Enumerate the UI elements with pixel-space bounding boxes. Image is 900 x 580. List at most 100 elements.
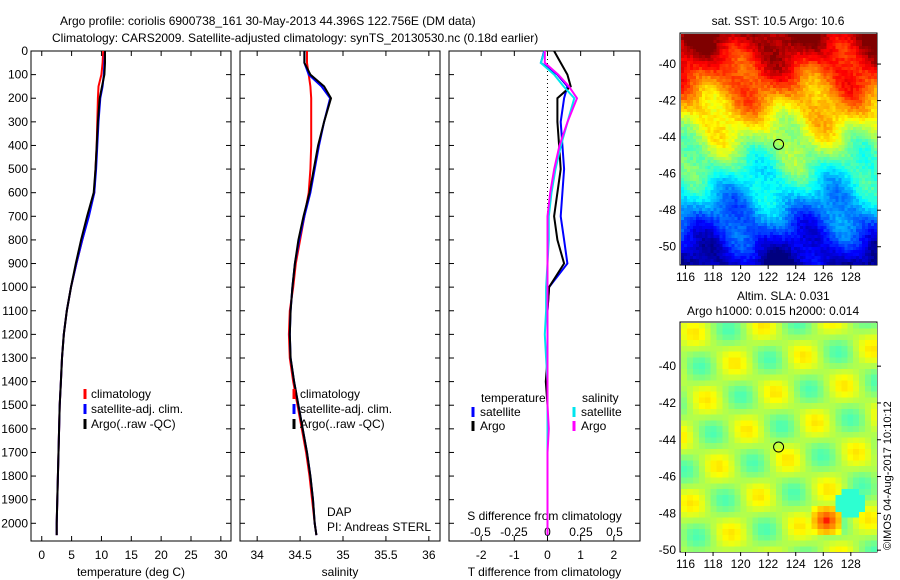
- x-tick-label: -1: [509, 548, 520, 562]
- x-axis-label: salinity: [322, 565, 359, 579]
- sst-map-canvas: [681, 34, 877, 265]
- y-tick-label: -44: [659, 433, 677, 447]
- x-tick-label: 126: [813, 557, 833, 571]
- y-tick-label: -40: [659, 57, 677, 71]
- y-tick-label: 300: [8, 115, 28, 129]
- x-tick-label: 116: [676, 270, 695, 284]
- sla-map-canvas: [681, 323, 877, 552]
- y-tick-label: 1500: [1, 398, 28, 412]
- y-tick-label: -46: [659, 470, 677, 484]
- map-frame: [679, 321, 878, 553]
- y-tick-label: 1900: [1, 493, 28, 507]
- title-line2: Climatology: CARS2009. Satellite-adjuste…: [52, 31, 538, 45]
- y-tick-label: 2000: [1, 516, 28, 530]
- x-tick-label: 0: [544, 548, 551, 562]
- x-tick-label: 122: [758, 270, 778, 284]
- x-tick-label: 118: [703, 557, 722, 571]
- sst-map-panel: sat. SST: 10.5 Argo: 10.6 116 118 120 122 124…: [659, 14, 881, 284]
- legend-label: climatology: [300, 387, 360, 401]
- legend-label: Argo: [480, 419, 506, 433]
- series-line-argo-raw-qc-: [55, 51, 106, 536]
- x-tick-label: 0: [38, 548, 45, 562]
- x-tick-label: 120: [731, 557, 751, 571]
- y-tick-label: 1800: [1, 469, 28, 483]
- legend-label: satellite-adj. clim.: [300, 402, 392, 416]
- annotation-text: PI: Andreas STERL: [327, 520, 431, 534]
- plot-frame: [448, 50, 641, 542]
- x-tick-label: 116: [676, 557, 695, 571]
- map-title-line1: Altim. SLA: 0.031: [737, 289, 830, 303]
- x-tick-label: 34: [250, 548, 264, 562]
- x-tick-label: 2: [610, 548, 617, 562]
- x-tick-label: 128: [841, 270, 861, 284]
- x-tick-label: 122: [758, 557, 778, 571]
- x-tick-label: 126: [813, 270, 833, 284]
- y-tick-label: 400: [8, 138, 28, 152]
- x-tick-label: 128: [841, 557, 861, 571]
- legend-label: climatology: [91, 387, 151, 401]
- y-tick-label: 900: [8, 257, 28, 271]
- x-tick-label: 1: [577, 548, 584, 562]
- y-tick-label: 1400: [1, 375, 28, 389]
- y-tick-label: 100: [8, 68, 28, 82]
- y-tick-label: 1100: [2, 304, 28, 318]
- credit-text: ©IMOS 04-Aug-2017 10:10:12: [882, 401, 894, 550]
- series-line-climatology: [287, 51, 318, 536]
- y-tick-label: -42: [659, 396, 677, 410]
- annotation-text: DAP: [327, 505, 352, 519]
- x-tick-label: 30: [214, 548, 228, 562]
- x-tick-label: 25: [184, 548, 198, 562]
- y-tick-label: -50: [659, 543, 677, 557]
- y-tick-label: 700: [8, 209, 28, 223]
- legend-label: satellite: [480, 405, 521, 419]
- x-tick-label: 35.5: [374, 548, 398, 562]
- plot-frame: [30, 50, 232, 542]
- legend-label: satellite: [581, 405, 622, 419]
- x2-tick-label: 0.25: [569, 525, 593, 539]
- x-axis-label: temperature (deg C): [77, 565, 185, 579]
- temperature-panel: 0 5 10 15 20 25 30 temperature (deg C) 0 100 200 30…: [1, 44, 232, 579]
- map-title: sat. SST: 10.5 Argo: 10.6: [712, 14, 845, 28]
- y-tick-label: 800: [8, 233, 28, 247]
- y-tick-label: 1000: [1, 280, 28, 294]
- legend-label: Argo(..raw -QC): [300, 417, 385, 431]
- x-tick-label: 15: [125, 548, 139, 562]
- y-tick-label: -46: [659, 167, 677, 181]
- legend-header-temperature: temperature: [481, 391, 546, 405]
- x-tick-label: 20: [154, 548, 168, 562]
- y-tick-label: -40: [659, 359, 677, 373]
- x-tick-label: 124: [786, 557, 806, 571]
- y-tick-label: -50: [659, 240, 677, 254]
- y-tick-label: 0: [21, 44, 28, 58]
- x-tick-label: 120: [731, 270, 751, 284]
- legend-header-salinity: salinity: [582, 391, 619, 405]
- y-tick-label: 1700: [1, 445, 28, 459]
- title-line1: Argo profile: coriolis 6900738_161 30-Ma…: [60, 14, 476, 28]
- series-line-t-satellite: [539, 50, 569, 536]
- difference-panel: -2 -1 0 1 2 T difference from climatology -0.5…: [448, 50, 641, 579]
- x-tick-label: 10: [95, 548, 109, 562]
- salinity-panel: 34 34.5 35 35.5 36 salinity climatologysatelli…: [239, 50, 441, 579]
- y-tick-label: 1200: [1, 327, 28, 341]
- x-axis-label: T difference from climatology: [468, 565, 622, 579]
- x-tick-label: 35: [336, 548, 350, 562]
- x-tick-label: 124: [786, 270, 806, 284]
- x2-tick-label: -0.25: [500, 525, 528, 539]
- x2-tick-label: -0.5: [470, 525, 491, 539]
- legend-label: satellite-adj. clim.: [91, 402, 183, 416]
- x2-axis-label: S difference from climatology: [467, 509, 622, 523]
- y-tick-label: -48: [659, 203, 677, 217]
- x-tick-label: 36: [422, 548, 436, 562]
- y-tick-label: -48: [659, 506, 677, 520]
- map-title-line2: Argo h1000: 0.015 h2000: 0.014: [687, 304, 859, 318]
- x-tick-label: 118: [703, 270, 722, 284]
- x-tick-label: 34.5: [288, 548, 312, 562]
- x-tick-label: -2: [476, 548, 487, 562]
- y-tick-label: -44: [659, 130, 677, 144]
- y-tick-label: 600: [8, 186, 28, 200]
- series-line-argo-raw-qc-: [288, 51, 333, 536]
- y-tick-label: 200: [8, 91, 28, 105]
- x-tick-label: 5: [68, 548, 75, 562]
- y-tick-label: -42: [659, 94, 677, 108]
